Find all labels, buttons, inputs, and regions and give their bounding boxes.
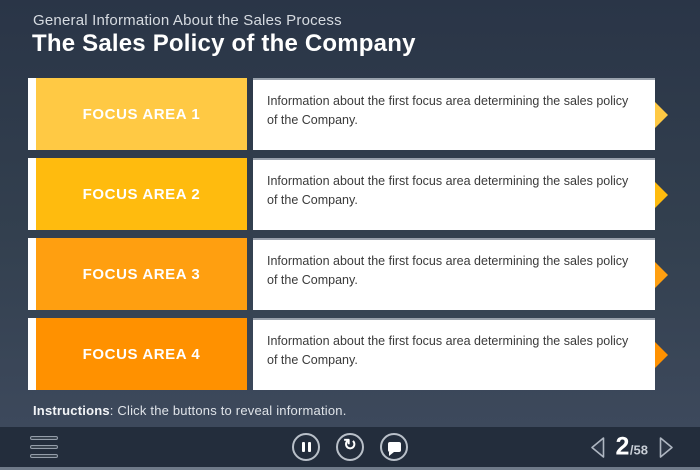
arrow-right-icon	[655, 342, 668, 368]
pause-icon	[301, 442, 311, 452]
playback-controls: ↻	[292, 433, 408, 461]
row-accent-strip	[28, 238, 36, 310]
page-total: /58	[629, 442, 648, 458]
window-bottom-edge	[0, 467, 700, 470]
next-slide-button[interactable]	[658, 436, 675, 458]
next-arrow-icon	[659, 436, 673, 458]
comment-button[interactable]	[380, 433, 408, 461]
row-accent-strip	[28, 158, 36, 230]
focus-area-row: FOCUS AREA 1 Information about the first…	[28, 78, 668, 150]
focus-area-row: FOCUS AREA 4 Information about the first…	[28, 318, 668, 390]
instructions-text: : Click the buttons to reveal informatio…	[109, 403, 347, 418]
page-current: 2	[615, 432, 630, 461]
focus-area-button-4[interactable]: FOCUS AREA 4	[36, 318, 247, 390]
info-text: Information about the first focus area d…	[267, 334, 629, 367]
comment-icon	[387, 442, 401, 456]
slide-area: General Information About the Sales Proc…	[0, 0, 700, 427]
arrow-right-icon	[655, 262, 668, 288]
pause-button[interactable]	[292, 433, 320, 461]
replay-button[interactable]: ↻	[336, 433, 364, 461]
arrow-right-icon	[655, 182, 668, 208]
row-accent-strip	[28, 318, 36, 390]
hamburger-icon	[30, 445, 58, 449]
arrow-right-icon	[655, 102, 668, 128]
focus-area-button-1[interactable]: FOCUS AREA 1	[36, 78, 247, 150]
row-accent-strip	[28, 78, 36, 150]
page-title: The Sales Policy of the Company	[32, 30, 416, 57]
focus-area-button-2[interactable]: FOCUS AREA 2	[36, 158, 247, 230]
info-text: Information about the first focus area d…	[267, 174, 629, 207]
focus-area-row: FOCUS AREA 2 Information about the first…	[28, 158, 668, 230]
page-counter: 2/58	[616, 433, 648, 462]
info-text: Information about the first focus area d…	[267, 254, 629, 287]
focus-area-button-3[interactable]: FOCUS AREA 3	[36, 238, 247, 310]
focus-area-row: FOCUS AREA 3 Information about the first…	[28, 238, 668, 310]
menu-hamburger-button[interactable]	[30, 436, 58, 458]
replay-icon: ↻	[343, 437, 357, 454]
player-bar: ↻ 2/58	[0, 427, 700, 467]
slide-subtitle: General Information About the Sales Proc…	[33, 12, 342, 29]
instructions-label: Instructions	[33, 403, 110, 418]
info-box-4: Information about the first focus area d…	[253, 318, 668, 390]
page-navigation: 2/58	[589, 433, 675, 462]
info-box-2: Information about the first focus area d…	[253, 158, 668, 230]
info-box-3: Information about the first focus area d…	[253, 238, 668, 310]
hamburger-icon	[30, 436, 58, 440]
hamburger-icon	[30, 454, 58, 458]
prev-arrow-icon	[590, 436, 604, 458]
info-text: Information about the first focus area d…	[267, 94, 629, 127]
previous-slide-button[interactable]	[589, 436, 606, 458]
info-box-1: Information about the first focus area d…	[253, 78, 668, 150]
instructions: Instructions: Click the buttons to revea…	[33, 403, 347, 418]
